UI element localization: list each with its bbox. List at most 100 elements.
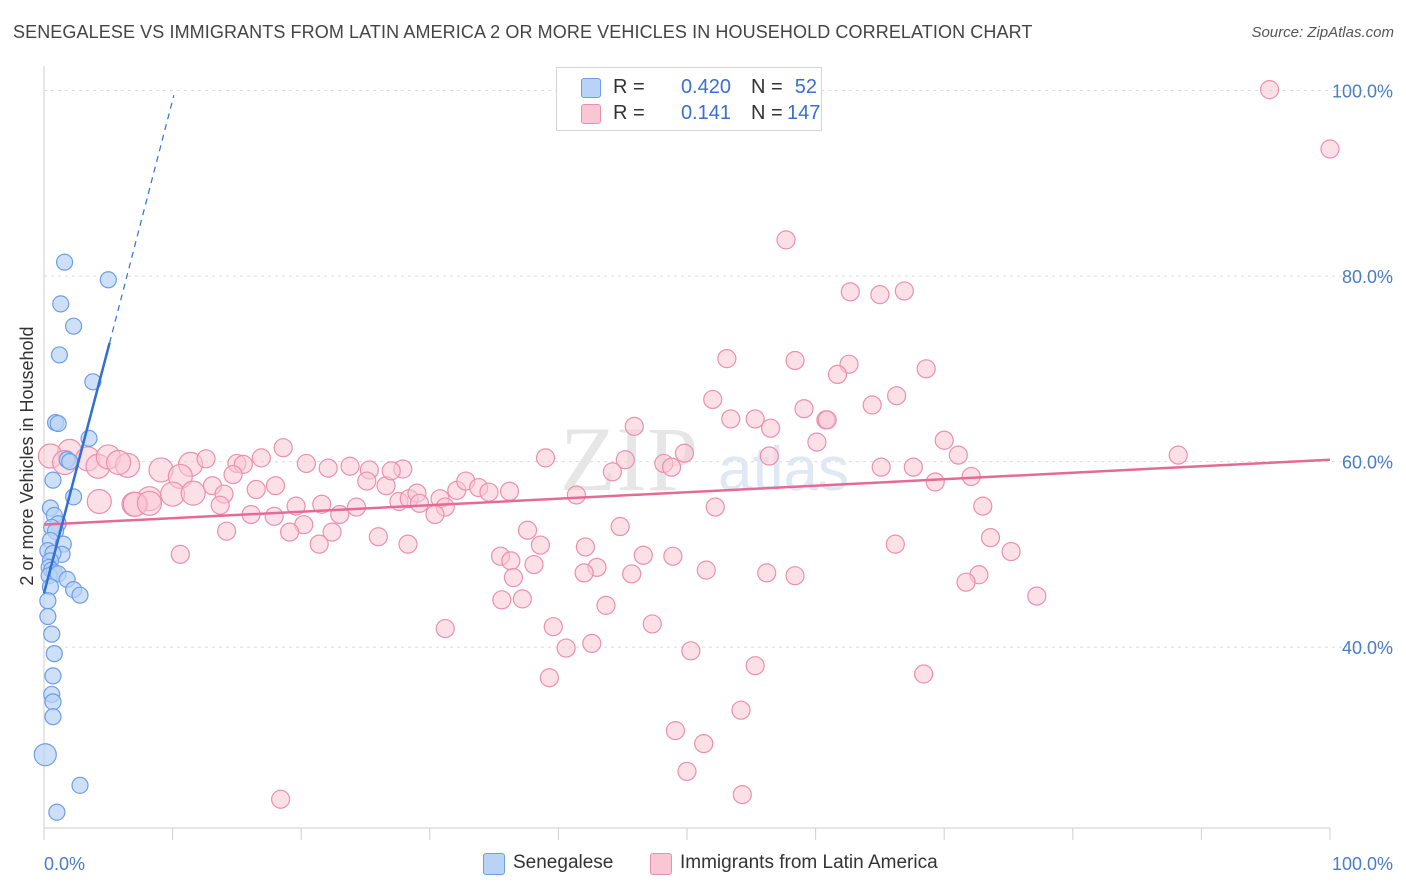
legend-n-value: 147 bbox=[787, 102, 821, 124]
senegalese-point bbox=[50, 346, 69, 364]
senegalese-point bbox=[52, 295, 70, 313]
latin-america-point bbox=[530, 535, 550, 555]
latin-america-point bbox=[602, 462, 623, 482]
latin-america-point bbox=[170, 544, 190, 564]
latin-america-point bbox=[312, 494, 332, 514]
latin-america-point bbox=[973, 496, 993, 516]
latin-america-points bbox=[37, 80, 1340, 809]
latin-america-point bbox=[210, 495, 230, 515]
legend-r-value: 0.420 bbox=[680, 76, 731, 98]
latin-america-point bbox=[887, 386, 907, 406]
latin-america-point bbox=[925, 472, 945, 492]
senegalese-point bbox=[39, 607, 57, 626]
y-tick-label: 40.0% bbox=[1342, 638, 1393, 658]
tick-labels: 40.0% 60.0% 80.0% 100.0% 0.0% 100.0% bbox=[44, 82, 1393, 874]
legend-r-value: 0.141 bbox=[680, 102, 731, 124]
senegalese-point bbox=[43, 625, 61, 643]
chart-title: SENEGALESE VS IMMIGRANTS FROM LATIN AMER… bbox=[13, 22, 1033, 42]
senegalese-point bbox=[61, 452, 79, 471]
latin-america-point bbox=[265, 476, 286, 496]
senegalese-point bbox=[44, 708, 62, 726]
senegalese-trendline-extension bbox=[109, 95, 175, 344]
latin-america-point bbox=[296, 453, 316, 474]
latin-america-point bbox=[501, 551, 521, 571]
latin-america-point bbox=[980, 528, 1001, 548]
latin-america-point bbox=[903, 457, 923, 477]
latin-america-point bbox=[556, 638, 576, 658]
x-tick-label: 0.0% bbox=[44, 854, 85, 874]
senegalese-point bbox=[44, 471, 62, 489]
latin-america-point bbox=[582, 633, 602, 654]
latin-america-point bbox=[136, 490, 163, 516]
latin-america-point bbox=[705, 497, 725, 517]
legend-swatch-pink bbox=[581, 104, 601, 124]
latin-america-point bbox=[1320, 139, 1340, 159]
latin-america-point bbox=[745, 409, 765, 429]
senegalese-trendline bbox=[42, 342, 111, 594]
latin-america-point bbox=[246, 479, 266, 500]
latin-america-point bbox=[894, 281, 914, 301]
legend-r-label: R = bbox=[613, 76, 645, 98]
latin-america-point bbox=[934, 430, 954, 450]
latin-america-point bbox=[596, 595, 616, 615]
latin-america-point bbox=[731, 700, 751, 720]
latin-america-point bbox=[624, 416, 644, 436]
latin-america-point bbox=[340, 456, 360, 476]
latin-america-point bbox=[322, 522, 342, 542]
latin-america-point bbox=[105, 449, 132, 476]
latin-america-point bbox=[409, 493, 430, 513]
latin-america-point bbox=[264, 506, 284, 526]
latin-america-point bbox=[1168, 445, 1188, 465]
y-tick-label: 80.0% bbox=[1342, 267, 1393, 287]
legend-n-label: N = bbox=[751, 102, 783, 124]
latin-america-point bbox=[674, 443, 695, 463]
latin-america-point bbox=[703, 389, 723, 410]
latin-america-trendline bbox=[43, 458, 1331, 526]
latin-america-point bbox=[665, 721, 686, 741]
latin-america-point bbox=[435, 618, 455, 639]
legend-n-value: 52 bbox=[794, 76, 817, 98]
stats-legend: R = 0.420 N = 52 R = 0.141 N = 147 bbox=[556, 67, 822, 131]
senegalese-point bbox=[33, 743, 57, 767]
latin-america-point bbox=[885, 534, 905, 554]
latin-america-point bbox=[914, 664, 934, 684]
latin-america-point bbox=[642, 614, 662, 634]
latin-america-point bbox=[732, 785, 752, 805]
latin-america-point bbox=[251, 448, 271, 468]
latin-america-point bbox=[86, 488, 112, 515]
bottom-legend-label: Immigrants from Latin America bbox=[680, 852, 938, 873]
latin-america-point bbox=[745, 656, 765, 676]
latin-america-point bbox=[223, 464, 243, 485]
senegalese-point bbox=[49, 414, 67, 433]
latin-america-point bbox=[840, 282, 860, 302]
y-tick-label: 60.0% bbox=[1342, 453, 1393, 473]
latin-america-point bbox=[871, 457, 891, 477]
latin-america-point bbox=[916, 359, 936, 379]
latin-america-point bbox=[622, 564, 642, 584]
latin-america-point bbox=[524, 554, 544, 575]
bottom-legend-label: Senegalese bbox=[513, 852, 614, 873]
latin-america-point bbox=[499, 481, 520, 501]
senegalese-points bbox=[33, 253, 117, 821]
latin-america-point bbox=[677, 761, 697, 782]
senegalese-point bbox=[99, 271, 117, 289]
latin-america-point bbox=[503, 567, 523, 588]
latin-america-point bbox=[827, 364, 848, 384]
latin-america-point bbox=[217, 521, 237, 541]
latin-america-point bbox=[398, 534, 418, 554]
latin-america-point bbox=[425, 504, 445, 525]
latin-america-point bbox=[661, 457, 682, 477]
latin-america-point bbox=[785, 350, 805, 371]
legend-swatch-blue bbox=[581, 78, 601, 98]
senegalese-point bbox=[71, 586, 89, 604]
latin-america-point bbox=[694, 733, 714, 754]
senegalese-point bbox=[55, 253, 74, 271]
source-label: Source: ZipAtlas.com bbox=[1251, 24, 1394, 41]
latin-america-point bbox=[757, 563, 777, 583]
latin-america-point bbox=[721, 409, 741, 429]
latin-america-point bbox=[180, 480, 206, 506]
latin-america-point bbox=[663, 546, 683, 566]
senegalese-point bbox=[44, 693, 62, 711]
x-tick-label: 100.0% bbox=[1332, 854, 1393, 874]
latin-america-point bbox=[785, 566, 805, 586]
